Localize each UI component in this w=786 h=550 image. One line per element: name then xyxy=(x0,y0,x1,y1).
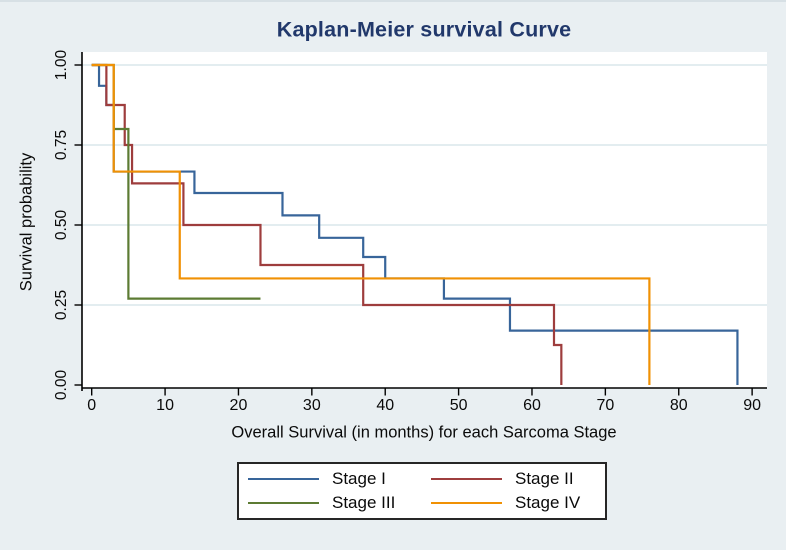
x-tick-label: 30 xyxy=(302,397,321,414)
y-axis-title: Survival probability xyxy=(17,152,36,292)
x-tick-label: 0 xyxy=(87,397,97,414)
y-tick-label: 0.00 xyxy=(53,369,70,401)
legend-item-stage-iii: Stage III xyxy=(239,491,422,515)
x-tick-label: 40 xyxy=(376,397,395,414)
legend-label: Stage IV xyxy=(515,493,581,512)
legend-line-swatch xyxy=(248,501,319,505)
legend-label: Stage I xyxy=(332,469,386,488)
km-curve-stage-iv xyxy=(91,63,651,385)
km-curve-stage-iii xyxy=(91,63,261,300)
x-tick-label: 50 xyxy=(449,397,468,414)
y-tick-label: 0.50 xyxy=(53,209,70,241)
y-tick-label: 1.00 xyxy=(53,49,70,81)
x-tick-label: 60 xyxy=(523,397,541,414)
x-tick-label: 70 xyxy=(596,397,615,414)
legend-item-stage-iv: Stage IV xyxy=(422,491,605,515)
legend-label: Stage III xyxy=(332,493,396,512)
km-curve-stage-ii xyxy=(91,63,563,385)
window-top-edge xyxy=(0,0,786,2)
x-tick-label: 10 xyxy=(156,397,174,414)
x-axis-title: Overall Survival (in months) for each Sa… xyxy=(231,423,617,442)
legend: Stage I Stage II Stage III Stage IV xyxy=(237,462,607,520)
legend-line-swatch xyxy=(431,501,502,505)
legend-item-stage-i: Stage I xyxy=(239,467,422,491)
plot-area xyxy=(82,52,767,388)
x-tick-label: 20 xyxy=(229,397,248,414)
x-tick-label: 80 xyxy=(669,397,688,414)
y-tick-label: 0.25 xyxy=(53,289,70,321)
chart-title: Kaplan-Meier survival Curve xyxy=(276,17,572,42)
y-tick-label: 0.75 xyxy=(53,129,70,161)
legend-label: Stage II xyxy=(515,469,574,488)
x-tick-label: 90 xyxy=(743,397,762,414)
legend-line-swatch xyxy=(431,477,502,481)
legend-line-swatch xyxy=(248,477,319,481)
legend-item-stage-ii: Stage II xyxy=(422,467,605,491)
